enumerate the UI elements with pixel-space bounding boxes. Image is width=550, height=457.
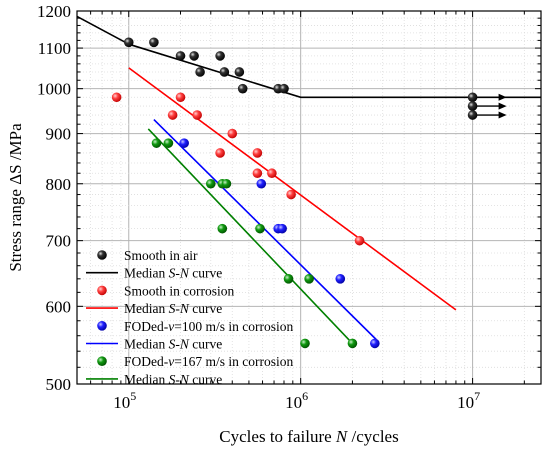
legend-marker <box>97 250 107 260</box>
legend-marker <box>97 356 107 367</box>
legend-label: Median S-N curve <box>124 266 222 281</box>
y-tick-label: 900 <box>46 125 72 144</box>
data-point <box>221 178 232 189</box>
legend-marker <box>97 285 107 296</box>
data-point <box>252 148 263 158</box>
data-point <box>252 168 263 179</box>
data-point <box>215 51 225 61</box>
data-point <box>167 110 178 120</box>
legend-label: Median S-N curve <box>124 301 222 316</box>
x-tick-label: 106 <box>285 389 308 412</box>
median-sn-curve <box>128 67 457 311</box>
data-point <box>256 178 267 189</box>
data-point <box>219 67 230 77</box>
data-point <box>227 128 238 139</box>
legend: Smooth in air Median S-N curve Smooth in c… <box>86 248 293 387</box>
runout-arrow-head <box>498 93 507 101</box>
legend-label: Smooth in corrosion <box>124 283 234 298</box>
data-point <box>189 51 199 61</box>
x-tick-label: 107 <box>457 389 480 412</box>
x-axis-label: Cycles to failure N /cycles <box>219 427 398 446</box>
data-point <box>347 338 358 349</box>
median-sn-curve <box>147 128 353 344</box>
y-tick-label: 800 <box>46 175 72 194</box>
plot-series <box>76 15 541 349</box>
legend-label: Median S-N curve <box>124 372 222 387</box>
data-point <box>217 223 228 234</box>
data-point <box>304 274 314 284</box>
data-point <box>151 138 162 148</box>
runout-arrow-head <box>498 102 507 110</box>
median-sn-curve <box>153 119 377 341</box>
y-tick-label: 500 <box>46 375 72 394</box>
data-point <box>300 338 310 349</box>
plot-frame <box>76 10 542 385</box>
data-point <box>467 101 478 111</box>
legend-label: Median S-N curve <box>124 337 222 352</box>
y-tick-label: 1200 <box>37 2 71 21</box>
data-point <box>234 67 245 77</box>
y-tick-label: 600 <box>46 297 72 316</box>
data-point <box>354 235 365 246</box>
data-point <box>279 83 289 94</box>
data-point <box>205 178 216 189</box>
x-tick-label: 105 <box>113 389 136 412</box>
data-point <box>335 274 346 284</box>
data-point <box>277 223 287 234</box>
axes: 500 600 700 800 900 1000 1100 1200 105 106 107 <box>37 2 541 412</box>
legend-label: Smooth in air <box>124 248 198 263</box>
legend-marker <box>97 321 107 331</box>
data-point <box>255 223 265 234</box>
data-point <box>195 67 205 77</box>
data-point <box>283 274 294 284</box>
legend-label: FODed-v=100 m/s in corrosion <box>124 319 293 334</box>
data-point <box>215 148 225 158</box>
y-tick-label: 1100 <box>38 39 71 58</box>
data-point <box>267 168 277 179</box>
data-point <box>175 51 186 61</box>
data-point <box>370 338 380 349</box>
data-point <box>192 110 202 120</box>
data-point <box>123 37 134 48</box>
data-point <box>286 189 296 200</box>
data-point <box>149 37 159 48</box>
data-point <box>237 83 248 94</box>
y-tick-label: 1000 <box>37 80 71 99</box>
median-sn-curve <box>76 15 541 99</box>
data-point <box>111 92 122 103</box>
data-point <box>163 138 174 148</box>
y-axis-label: Stress range ΔS /MPa <box>6 123 25 272</box>
data-point <box>467 110 478 120</box>
data-point <box>467 92 478 103</box>
legend-label: FODed-v=167 m/s in corrosion <box>124 354 293 369</box>
runout-arrow-head <box>498 111 507 119</box>
data-point <box>175 92 186 103</box>
data-point <box>179 138 189 148</box>
y-tick-label: 700 <box>46 232 72 251</box>
